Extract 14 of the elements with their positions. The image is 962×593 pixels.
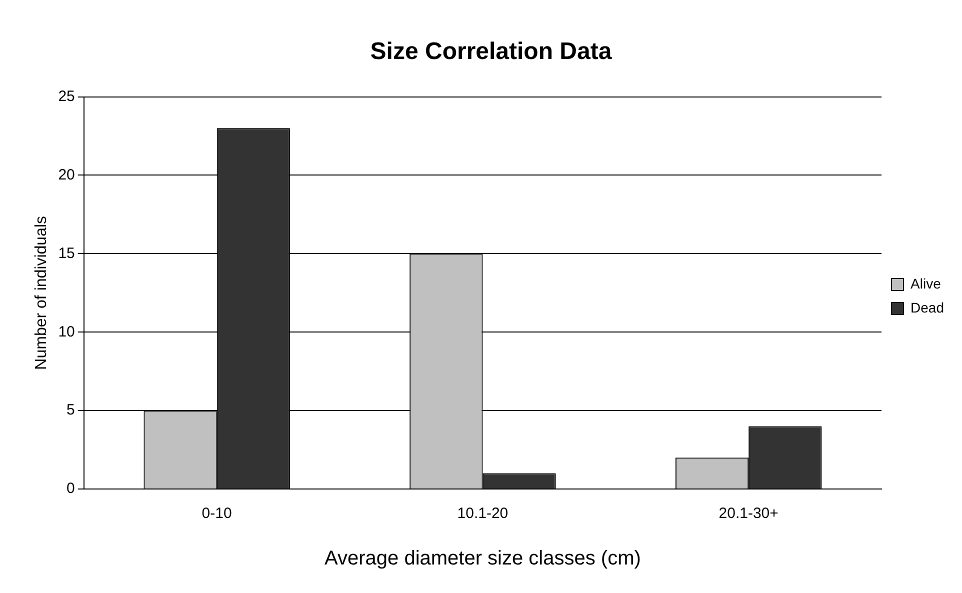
- y-tick-label: 15: [58, 244, 75, 262]
- x-axis-title: Average diameter size classes (cm): [324, 548, 641, 570]
- x-tick-label: 20.1-30+: [718, 505, 779, 522]
- y-tick-label: 10: [58, 323, 75, 340]
- chart-title: Size Correlation Data: [370, 38, 612, 66]
- x-tick-label: 10.1-20: [457, 505, 508, 522]
- y-tick-label: 5: [66, 402, 75, 419]
- legend-label: Dead: [910, 299, 944, 316]
- y-tick-label: 25: [58, 88, 75, 105]
- y-tick-label: 20: [58, 166, 75, 184]
- y-axis-title: Number of individuals: [33, 216, 50, 370]
- x-tick-label: 0-10: [202, 505, 232, 522]
- y-tick-label: 0: [66, 480, 75, 498]
- legend-label: Alive: [910, 275, 942, 292]
